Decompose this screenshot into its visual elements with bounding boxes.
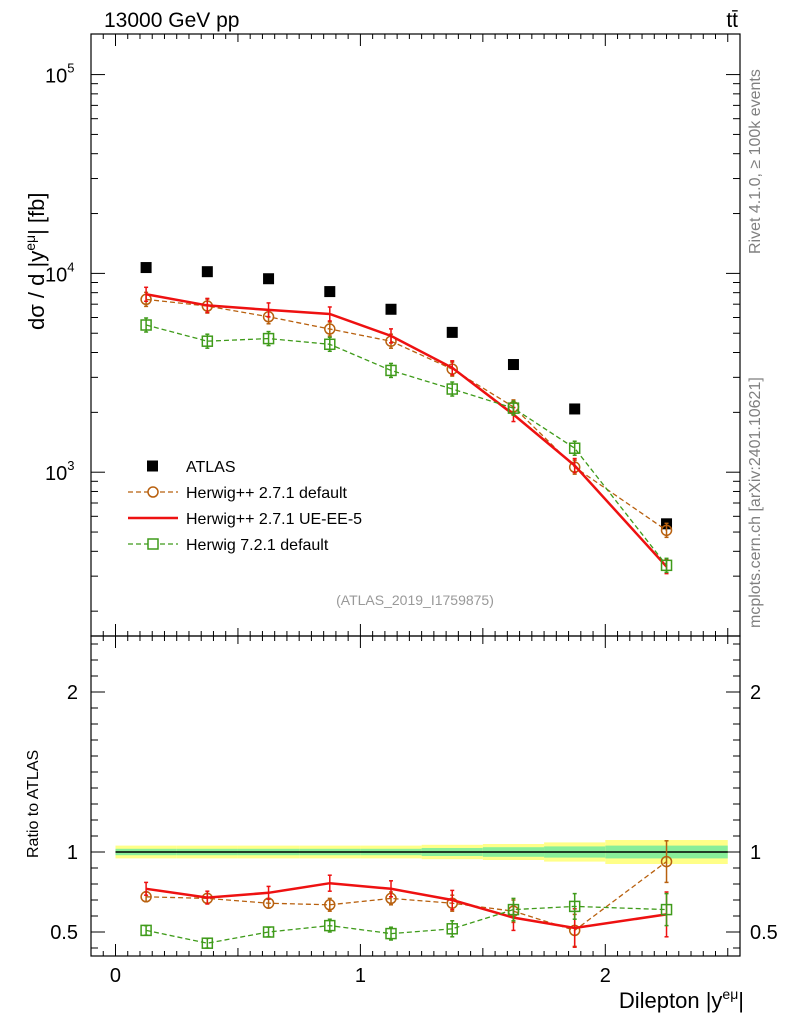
y-tick-label: 2: [67, 682, 78, 704]
main-y-axis-label: dσ / d |yeμ| [fb]: [22, 193, 49, 330]
data-point: [507, 402, 520, 414]
x-tick-label: 2: [600, 965, 611, 987]
data-point: [385, 364, 397, 377]
y-tick-label: 105: [45, 61, 74, 88]
legend-marker: [147, 460, 158, 472]
ratio-frame-rect: [90, 635, 741, 957]
series-line: [145, 324, 668, 566]
ratio-panel-frame: [90, 635, 741, 957]
x-tick-label: 1: [355, 965, 366, 987]
data-point: [660, 524, 673, 537]
ratio-panel-ticks: 0 1 2 0.5 0.5 1 1 2 2: [50, 636, 778, 987]
data-point: [385, 303, 397, 315]
series-line: [145, 881, 667, 930]
series-h271ue: [144, 286, 669, 575]
x-axis-label: Dilepton |yeμ|: [619, 986, 744, 1013]
ratio-uncertainty-band: [115, 840, 728, 864]
y-tick-label: 103: [45, 458, 74, 485]
data-point: [324, 899, 336, 911]
data-point: [201, 335, 214, 347]
x-tick-label: 0: [110, 965, 121, 987]
process-label: tt̄: [726, 9, 738, 32]
data-point: [568, 442, 581, 454]
data-point: [446, 326, 458, 338]
data-point: [660, 855, 673, 868]
y-tick-label: 2: [750, 682, 761, 704]
legend-label: Herwig++ 2.7.1 UE-EE-5: [186, 511, 362, 528]
legend-marker: [147, 538, 159, 550]
data-point: [324, 919, 336, 932]
legend-item-h271ue: Herwig++ 2.7.1 UE-EE-5: [128, 511, 362, 528]
data-point: [262, 926, 275, 938]
legend-label: ATLAS: [186, 459, 236, 476]
data-point: [140, 924, 152, 937]
legend-marker: [147, 486, 159, 498]
data-point: [568, 900, 581, 913]
data-point: [660, 559, 673, 572]
rivet-version-label: Rivet 4.1.0, ≥ 100k events: [747, 69, 764, 254]
main-panel-ticks: 103 104 105: [45, 34, 741, 636]
data-point: [324, 286, 336, 298]
energy-label: 13000 GeV pp: [104, 9, 239, 32]
data-point: [140, 319, 152, 331]
ratio-series-h721: [140, 892, 673, 949]
legend: ATLAS Herwig++ 2.7.1 default Herwig++ 2.7.…: [128, 459, 362, 554]
mcplots-label: mcplots.cern.ch [arXiv:2401.10621]: [747, 377, 764, 628]
y-tick-label: 104: [45, 259, 74, 286]
legend-item-atlas: ATLAS: [147, 459, 236, 476]
y-tick-label: 1: [67, 842, 78, 864]
legend-item-h721: Herwig 7.2.1 default: [128, 537, 329, 554]
data-point: [660, 903, 673, 916]
series-h721: [140, 317, 673, 574]
y-tick-label: 0.5: [750, 922, 778, 944]
data-point: [324, 323, 336, 335]
y-tick-label: 1: [750, 842, 761, 864]
data-point: [262, 332, 275, 345]
data-point: [201, 266, 213, 278]
main-panel-series: [140, 262, 673, 575]
legend-item-h271def: Herwig++ 2.7.1 default: [128, 485, 348, 502]
data-point: [507, 359, 519, 371]
data-point: [201, 937, 214, 949]
data-point: [140, 262, 152, 274]
data-point: [385, 927, 397, 940]
data-point: [324, 338, 336, 351]
data-point: [263, 273, 275, 285]
ratio-series-h271ue: [144, 874, 669, 948]
legend-label: Herwig 7.2.1 default: [186, 537, 329, 554]
legend-label: Herwig++ 2.7.1 default: [186, 485, 348, 502]
data-point: [507, 903, 520, 916]
data-point: [569, 403, 581, 415]
y-tick-label: 0.5: [50, 922, 78, 944]
analysis-annotation: (ATLAS_2019_I1759875): [336, 592, 494, 608]
data-point: [446, 383, 458, 395]
data-point: [446, 923, 458, 935]
ratio-y-axis-label: Ratio to ATLAS: [25, 750, 42, 858]
ratio-panel-series: [140, 840, 673, 949]
